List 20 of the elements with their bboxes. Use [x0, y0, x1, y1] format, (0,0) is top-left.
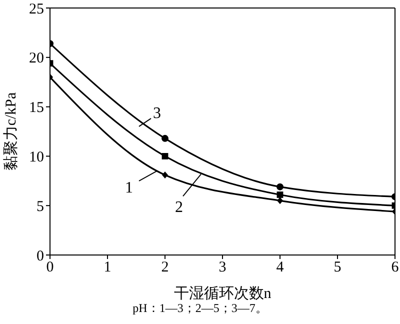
x-tick-label: 2	[161, 260, 169, 276]
y-tick-label: 5	[36, 198, 44, 215]
x-tick-label: 6	[391, 260, 400, 276]
y-tick-label: 25	[29, 1, 44, 18]
y-tick-label: 15	[29, 100, 44, 116]
y-tick-label: 0	[36, 248, 44, 264]
y-tick-label: 20	[29, 50, 44, 67]
y-tick-label: 10	[29, 150, 44, 166]
point	[162, 171, 168, 178]
legend-label: 1	[125, 180, 133, 197]
x-tick-label: 4	[276, 260, 284, 276]
legend-label: 2	[175, 198, 183, 216]
x-tick-label: 3	[218, 260, 226, 276]
x-tick-label: 5	[334, 260, 342, 276]
series-label: 3	[153, 105, 161, 122]
point	[277, 197, 283, 204]
x-tick-label: 1	[104, 260, 112, 276]
x-axis-title: 干湿循环次数n	[174, 285, 272, 302]
text: pH：1—3；2—5；3—7。	[132, 300, 268, 317]
y-axis-title: 黏聚力c/kPa	[2, 92, 20, 171]
